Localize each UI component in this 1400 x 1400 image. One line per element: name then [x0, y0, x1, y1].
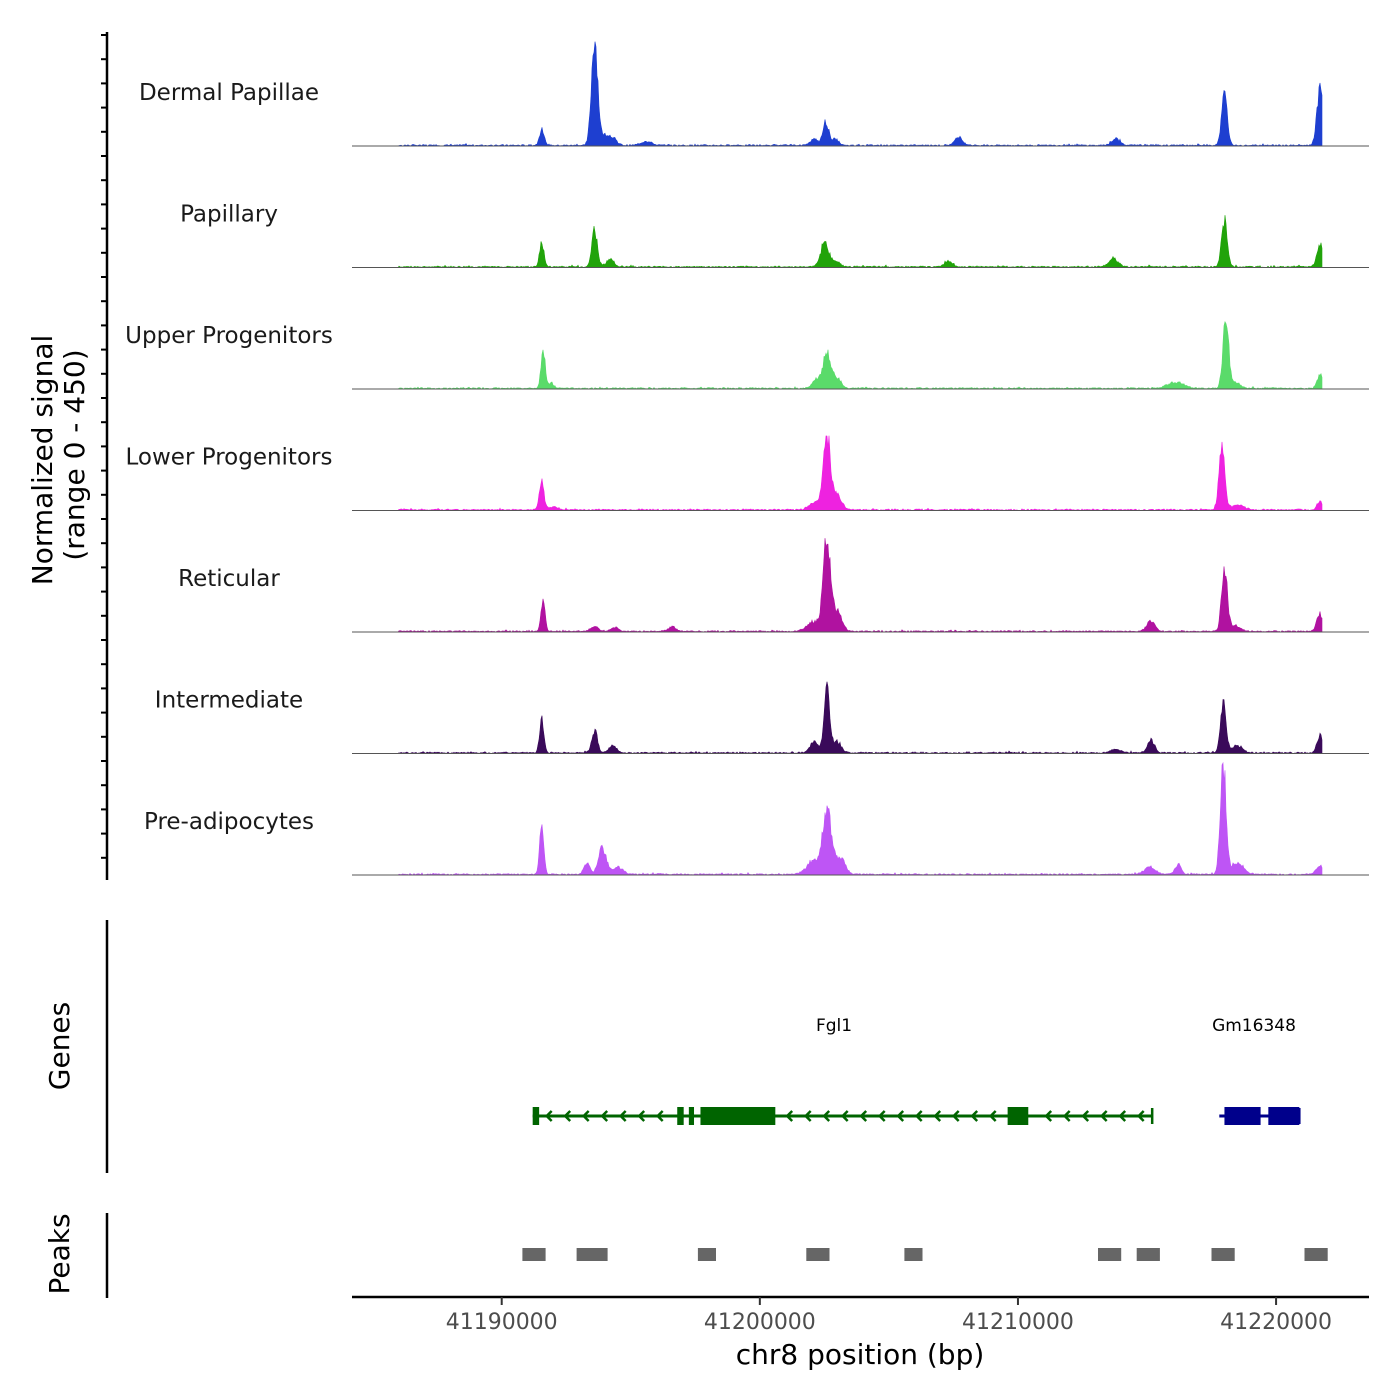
peak-region	[1211, 1248, 1235, 1261]
gene-exon	[1007, 1107, 1029, 1125]
x-axis: 41190000 41200000 41210000 41220000 chr8 po…	[352, 1295, 1369, 1371]
strand-arrow	[933, 1110, 942, 1122]
gene-exon	[1224, 1107, 1261, 1125]
strand-arrow	[563, 1110, 572, 1122]
peak-region	[576, 1248, 608, 1261]
gene-exon	[677, 1107, 684, 1125]
signal-y-ticks	[101, 34, 107, 859]
gene-exon	[700, 1107, 776, 1125]
track-upper-progenitors: Upper Progenitors	[125, 320, 1369, 390]
strand-arrow	[785, 1110, 794, 1122]
strand-arrow	[988, 1110, 997, 1122]
signal-area	[352, 41, 1323, 147]
strand-arrow	[822, 1110, 831, 1122]
peak-region	[1136, 1248, 1160, 1261]
gene-exon	[532, 1107, 540, 1125]
signal-area	[352, 681, 1323, 754]
gene-exon	[688, 1107, 695, 1125]
strand-arrow	[1044, 1110, 1053, 1122]
signal-area	[352, 761, 1323, 876]
strand-arrow	[951, 1110, 960, 1122]
signal-y-label-line2: (range 0 - 450)	[58, 349, 91, 560]
gene-label: Fgl1	[816, 1016, 852, 1036]
track-lower-progenitors: Lower Progenitors	[126, 435, 1369, 511]
track-label: Reticular	[178, 566, 280, 592]
strand-arrow	[914, 1110, 923, 1122]
x-axis-label: chr8 position (bp)	[736, 1338, 985, 1371]
strand-arrow	[840, 1110, 849, 1122]
strand-arrow	[544, 1110, 553, 1122]
signal-area	[352, 538, 1323, 633]
track-pre-adipocytes: Pre-adipocytes	[144, 761, 1369, 876]
track-label: Papillary	[180, 202, 278, 228]
genes-panel: Genes Fgl1 Gm16348	[43, 920, 1301, 1173]
strand-arrow	[655, 1110, 664, 1122]
strand-arrow	[970, 1110, 979, 1122]
strand-arrow	[803, 1110, 812, 1122]
strand-arrow	[1118, 1110, 1127, 1122]
peaks-panel: Peaks	[43, 1213, 1328, 1298]
track-papillary: Papillary	[180, 202, 1369, 268]
signal-tracks: Dermal Papillae Papillary Upper Progenitor…	[125, 41, 1369, 876]
x-tick-label: 41190000	[446, 1310, 558, 1335]
strand-arrow	[600, 1110, 609, 1122]
peak-region	[522, 1248, 546, 1261]
strand-arrow	[859, 1110, 868, 1122]
gene-models: Fgl1 Gm16348	[532, 1016, 1301, 1125]
strand-arrow	[1081, 1110, 1090, 1122]
signal-y-label-line1: Normalized signal	[26, 335, 59, 586]
peak-region	[697, 1248, 716, 1261]
track-label: Lower Progenitors	[126, 445, 333, 471]
x-tick-label: 41210000	[962, 1310, 1074, 1335]
strand-arrow	[877, 1110, 886, 1122]
strand-arrow	[1099, 1110, 1108, 1122]
track-label: Dermal Papillae	[139, 80, 319, 106]
strand-arrow	[1136, 1110, 1145, 1122]
track-label: Upper Progenitors	[125, 323, 333, 349]
signal-area	[352, 435, 1323, 511]
track-label: Intermediate	[155, 688, 303, 714]
strand-arrow	[618, 1110, 627, 1122]
strand-arrow	[1062, 1110, 1071, 1122]
genes-y-label: Genes	[43, 1002, 76, 1090]
strand-arrow	[896, 1110, 905, 1122]
x-ticks: 41190000 41200000 41210000 41220000	[446, 1297, 1332, 1335]
track-intermediate: Intermediate	[155, 681, 1369, 754]
track-dermal-papillae: Dermal Papillae	[139, 41, 1369, 147]
peak-region	[904, 1248, 923, 1261]
strand-arrow	[581, 1110, 590, 1122]
x-tick-label: 41200000	[704, 1310, 816, 1335]
gene-gm16348: Gm16348	[1212, 1016, 1301, 1125]
gene-exon	[1268, 1107, 1300, 1125]
peak-region	[1304, 1248, 1328, 1261]
peak-regions	[522, 1248, 1328, 1261]
signal-area	[352, 215, 1323, 268]
track-reticular: Reticular	[178, 538, 1369, 633]
gene-fgl1: Fgl1	[532, 1016, 1154, 1125]
x-tick-label: 41220000	[1220, 1310, 1332, 1335]
signal-panel: Normalized signal (range 0 - 450) Dermal…	[26, 32, 1369, 880]
peaks-y-label: Peaks	[43, 1213, 76, 1294]
peak-region	[1098, 1248, 1122, 1261]
peak-region	[806, 1248, 830, 1261]
strand-arrow	[637, 1110, 646, 1122]
gene-label: Gm16348	[1212, 1016, 1296, 1036]
signal-area	[352, 320, 1323, 390]
track-label: Pre-adipocytes	[144, 809, 314, 835]
